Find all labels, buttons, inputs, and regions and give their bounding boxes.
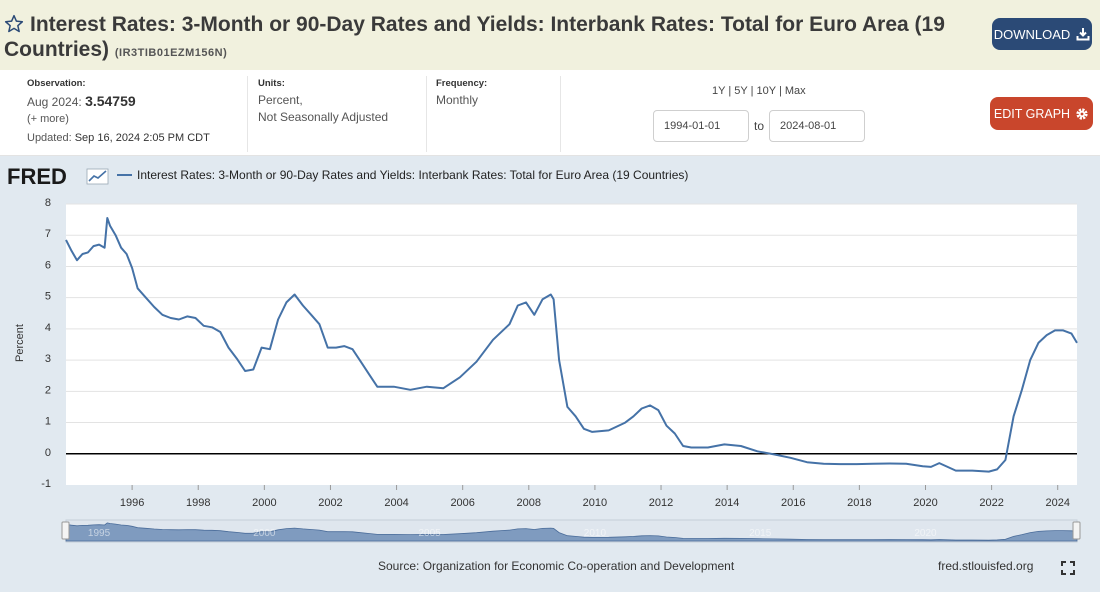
download-icon — [1076, 28, 1090, 41]
range-separator: | — [778, 85, 782, 97]
y-axis-ticks: 8 7 6 5 4 3 2 1 0 -1 — [41, 197, 51, 490]
download-button[interactable]: DOWNLOAD — [992, 18, 1092, 50]
metadata-panel: Observation: Aug 2024: 3.54759 (+ more) … — [0, 70, 1100, 156]
date-range-presets: 1Y | 5Y | 10Y | Max — [712, 85, 806, 97]
y-tick-label: 3 — [45, 353, 51, 365]
range-5y-link[interactable]: 5Y — [734, 85, 748, 97]
x-tick-label: 2004 — [384, 497, 408, 509]
units-label: Units: — [258, 78, 285, 89]
frequency-label: Frequency: — [436, 78, 488, 89]
site-link[interactable]: fred.stlouisfed.org — [938, 559, 1034, 573]
source-note[interactable]: Source: Organization for Economic Co-ope… — [378, 559, 735, 573]
x-axis-ticks: 1996 1998 2000 2002 2004 2006 2008 2010 2012 2014… — [120, 485, 1070, 509]
units-line1: Percent, — [258, 93, 303, 107]
frequency-value: Monthly — [436, 93, 479, 107]
y-tick-label: 2 — [45, 384, 51, 396]
plot-area — [66, 204, 1077, 485]
y-axis-label: Percent — [14, 324, 26, 362]
x-tick-label: 2014 — [715, 497, 739, 509]
line-chart: FRED Interest Rates: 3-Month or 90-Day R… — [7, 164, 1081, 543]
gridlines — [66, 203, 1077, 455]
star-icon[interactable] — [4, 14, 24, 34]
y-tick-label: 6 — [45, 259, 51, 271]
start-date-input[interactable]: 1994-01-01 — [653, 110, 749, 142]
gear-icon — [1076, 107, 1088, 120]
x-tick-label: 2016 — [781, 497, 805, 509]
x-tick-label: 2006 — [450, 497, 474, 509]
updated-line: Updated: Sep 16, 2024 2:05 PM CDT — [27, 130, 210, 146]
chart-container: FRED Interest Rates: 3-Month or 90-Day R… — [0, 156, 1100, 592]
observation-line: Aug 2024: 3.54759 — [27, 93, 210, 111]
y-tick-label: 5 — [45, 291, 51, 303]
y-tick-label: 1 — [45, 416, 51, 428]
y-tick-label: 8 — [45, 197, 51, 209]
y-tick-label: 7 — [45, 228, 51, 240]
range-max-link[interactable]: Max — [784, 85, 806, 97]
header-bar: Interest Rates: 3-Month or 90-Day Rates … — [0, 0, 1100, 70]
frequency-block: Frequency: Monthly — [436, 78, 487, 109]
x-tick-label: 1998 — [186, 497, 210, 509]
navigator-labels: 1995 2000 2005 2010 2015 2020 — [88, 528, 937, 539]
x-tick-label: 2008 — [517, 497, 541, 509]
navigator-year-label: 2015 — [749, 528, 772, 539]
divider — [426, 76, 427, 152]
divider — [560, 76, 561, 152]
fred-logo-graph-icon — [86, 168, 109, 185]
more-observations-link[interactable]: (+ more) — [27, 113, 69, 125]
page-title-line2: Countries) — [4, 38, 109, 61]
page-title: Interest Rates: 3-Month or 90-Day Rates … — [30, 13, 945, 36]
navigator-year-label: 2020 — [914, 528, 937, 539]
y-tick-label: 4 — [45, 322, 51, 334]
x-tick-label: 2002 — [318, 497, 342, 509]
range-separator: | — [728, 85, 732, 97]
x-tick-label: 2000 — [252, 497, 276, 509]
x-tick-label: 2010 — [583, 497, 607, 509]
divider — [247, 76, 248, 152]
observation-date: Aug 2024: — [27, 95, 82, 109]
range-separator: | — [750, 85, 754, 97]
units-line2: Not Seasonally Adjusted — [258, 110, 389, 124]
x-tick-label: 2020 — [913, 497, 937, 509]
y-tick-label: 0 — [45, 447, 51, 459]
observation-value: 3.54759 — [85, 93, 136, 109]
legend-label: Interest Rates: 3-Month or 90-Day Rates … — [137, 168, 688, 182]
series-line — [65, 217, 1078, 473]
x-tick-label: 2024 — [1045, 497, 1069, 509]
page-title-continued: Countries) (IR3TIB01EZM156N) — [4, 37, 227, 66]
series-id: (IR3TIB01EZM156N) — [114, 47, 228, 59]
navigator-year-label: 1995 — [88, 528, 111, 539]
x-tick-label: 2018 — [847, 497, 871, 509]
fullscreen-icon[interactable] — [1061, 561, 1075, 575]
navigator-year-label: 2005 — [419, 528, 442, 539]
updated-label: Updated: — [27, 132, 72, 144]
x-tick-label: 1996 — [120, 497, 144, 509]
fred-logo: FRED — [7, 164, 67, 189]
navigator-right-handle[interactable] — [1072, 521, 1081, 540]
updated-value: Sep 16, 2024 2:05 PM CDT — [74, 132, 210, 144]
y-tick-label: -1 — [41, 478, 51, 490]
range-10y-link[interactable]: 10Y — [756, 85, 776, 97]
observation-label: Observation: — [27, 78, 86, 89]
navigator-year-label: 2000 — [253, 528, 276, 539]
range-1y-link[interactable]: 1Y — [712, 85, 726, 97]
to-label: to — [754, 119, 765, 133]
download-label: DOWNLOAD — [993, 26, 1071, 42]
units-block: Units: Percent, Not Seasonally Adjusted — [258, 78, 388, 126]
end-date-input[interactable]: 2024-08-01 — [769, 110, 865, 142]
x-tick-label: 2022 — [979, 497, 1003, 509]
edit-graph-label: EDIT GRAPH — [993, 106, 1071, 121]
x-tick-label: 2012 — [649, 497, 673, 509]
navigator-year-label: 2010 — [584, 528, 607, 539]
observation-block: Observation: Aug 2024: 3.54759 (+ more) … — [27, 78, 210, 146]
edit-graph-button[interactable]: EDIT GRAPH — [990, 97, 1093, 130]
navigator-left-handle[interactable] — [61, 521, 70, 540]
navigator-series — [65, 522, 1078, 542]
